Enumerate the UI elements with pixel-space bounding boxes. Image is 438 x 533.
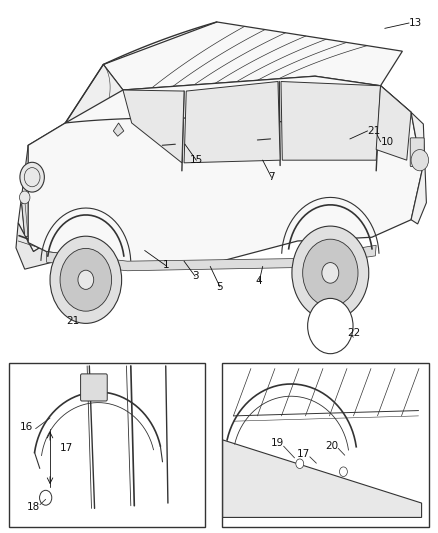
Polygon shape xyxy=(281,82,381,160)
Polygon shape xyxy=(28,123,112,189)
Bar xyxy=(9,364,205,527)
Polygon shape xyxy=(376,86,411,160)
Polygon shape xyxy=(184,82,280,163)
Circle shape xyxy=(303,239,358,306)
Circle shape xyxy=(60,248,112,311)
Polygon shape xyxy=(123,90,184,163)
Text: 21: 21 xyxy=(66,316,79,326)
Circle shape xyxy=(78,270,94,289)
Polygon shape xyxy=(305,273,322,278)
Text: 3: 3 xyxy=(192,271,198,281)
Text: 21: 21 xyxy=(367,126,381,136)
Text: 5: 5 xyxy=(216,282,223,292)
FancyBboxPatch shape xyxy=(81,374,107,401)
Polygon shape xyxy=(223,440,422,518)
Polygon shape xyxy=(90,288,101,304)
Polygon shape xyxy=(21,193,44,237)
Text: 15: 15 xyxy=(190,155,203,165)
Polygon shape xyxy=(18,146,48,252)
Circle shape xyxy=(19,191,30,204)
Circle shape xyxy=(292,226,369,320)
Text: 17: 17 xyxy=(60,443,73,453)
Polygon shape xyxy=(318,282,326,302)
Polygon shape xyxy=(94,274,109,280)
Text: 7: 7 xyxy=(268,172,275,182)
Polygon shape xyxy=(339,268,355,273)
Polygon shape xyxy=(90,253,98,271)
Polygon shape xyxy=(28,76,422,264)
Polygon shape xyxy=(335,282,346,299)
Text: 13: 13 xyxy=(409,18,422,28)
Text: 1: 1 xyxy=(162,261,169,270)
Circle shape xyxy=(296,459,304,469)
Circle shape xyxy=(20,163,44,192)
Text: 17: 17 xyxy=(297,449,310,458)
Text: 19: 19 xyxy=(270,438,284,448)
Polygon shape xyxy=(71,255,82,271)
Circle shape xyxy=(411,150,428,171)
Text: 22: 22 xyxy=(348,328,361,338)
Text: 10: 10 xyxy=(381,136,394,147)
Polygon shape xyxy=(65,64,123,140)
FancyBboxPatch shape xyxy=(410,138,424,166)
Text: 20: 20 xyxy=(325,441,338,451)
Circle shape xyxy=(339,467,347,477)
Circle shape xyxy=(307,298,353,354)
Circle shape xyxy=(322,263,339,283)
Polygon shape xyxy=(411,112,426,224)
Text: 18: 18 xyxy=(27,502,40,512)
Circle shape xyxy=(50,236,122,324)
Polygon shape xyxy=(74,288,82,306)
Text: 4: 4 xyxy=(256,277,262,286)
Polygon shape xyxy=(16,223,52,269)
Bar xyxy=(223,364,429,527)
Polygon shape xyxy=(63,280,78,285)
Polygon shape xyxy=(103,22,403,90)
Polygon shape xyxy=(46,245,376,271)
Text: 16: 16 xyxy=(20,422,34,432)
Polygon shape xyxy=(113,123,124,136)
Polygon shape xyxy=(335,244,343,264)
Polygon shape xyxy=(314,247,326,264)
